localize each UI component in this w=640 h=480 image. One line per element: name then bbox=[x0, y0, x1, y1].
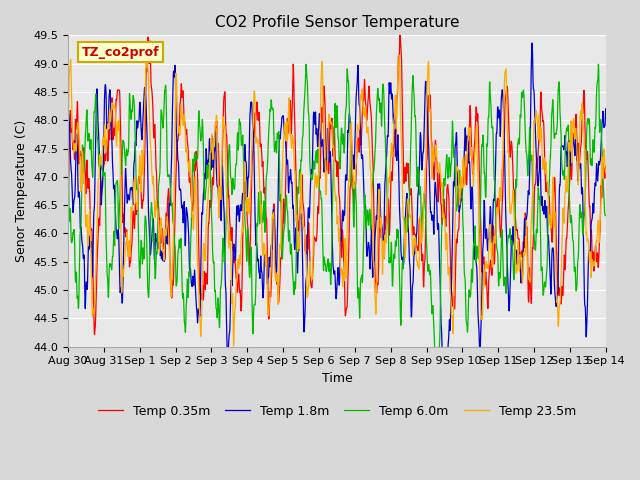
Temp 1.8m bbox=[312, 110, 319, 116]
Temp 1.8m bbox=[488, 240, 495, 245]
Temp 23.5m bbox=[230, 343, 237, 349]
Temp 6.0m bbox=[488, 121, 495, 127]
Text: TZ_co2prof: TZ_co2prof bbox=[81, 46, 159, 59]
Temp 1.8m bbox=[587, 237, 595, 242]
Temp 6.0m bbox=[433, 418, 441, 424]
Temp 23.5m bbox=[64, 132, 72, 137]
Legend: Temp 0.35m, Temp 1.8m, Temp 6.0m, Temp 23.5m: Temp 0.35m, Temp 1.8m, Temp 6.0m, Temp 2… bbox=[93, 400, 581, 423]
Temp 0.35m bbox=[587, 233, 595, 239]
Temp 0.35m bbox=[92, 306, 100, 312]
Temp 0.35m bbox=[602, 164, 609, 169]
Temp 1.8m bbox=[441, 426, 449, 432]
Temp 23.5m bbox=[92, 278, 99, 284]
Temp 23.5m bbox=[488, 259, 496, 264]
Title: CO2 Profile Sensor Temperature: CO2 Profile Sensor Temperature bbox=[214, 15, 459, 30]
Temp 1.8m bbox=[586, 245, 594, 251]
Temp 1.8m bbox=[64, 117, 72, 123]
Line: Temp 23.5m: Temp 23.5m bbox=[68, 56, 605, 346]
Temp 0.35m bbox=[586, 223, 594, 228]
Temp 0.35m bbox=[312, 237, 319, 243]
Temp 6.0m bbox=[326, 260, 333, 266]
Temp 6.0m bbox=[64, 125, 72, 131]
Temp 0.35m bbox=[488, 273, 496, 278]
Temp 6.0m bbox=[92, 92, 99, 97]
Line: Temp 0.35m: Temp 0.35m bbox=[68, 34, 605, 335]
Temp 6.0m bbox=[586, 150, 594, 156]
Temp 0.35m bbox=[396, 31, 404, 36]
Temp 23.5m bbox=[586, 250, 594, 256]
Temp 1.8m bbox=[326, 159, 333, 165]
Temp 23.5m bbox=[396, 53, 403, 59]
Temp 6.0m bbox=[586, 160, 594, 166]
Temp 23.5m bbox=[312, 171, 319, 177]
Temp 1.8m bbox=[528, 40, 536, 46]
Temp 0.35m bbox=[326, 127, 333, 133]
Temp 0.35m bbox=[91, 332, 99, 337]
X-axis label: Time: Time bbox=[321, 372, 352, 385]
Line: Temp 6.0m: Temp 6.0m bbox=[68, 64, 605, 421]
Temp 1.8m bbox=[602, 106, 609, 112]
Temp 23.5m bbox=[587, 259, 595, 265]
Temp 0.35m bbox=[64, 195, 72, 201]
Temp 23.5m bbox=[602, 169, 609, 175]
Temp 1.8m bbox=[92, 142, 99, 148]
Temp 6.0m bbox=[312, 157, 319, 163]
Line: Temp 1.8m: Temp 1.8m bbox=[68, 43, 605, 429]
Y-axis label: Senor Temperature (C): Senor Temperature (C) bbox=[15, 120, 28, 262]
Temp 6.0m bbox=[595, 61, 602, 67]
Temp 6.0m bbox=[602, 213, 609, 218]
Temp 23.5m bbox=[326, 114, 333, 120]
